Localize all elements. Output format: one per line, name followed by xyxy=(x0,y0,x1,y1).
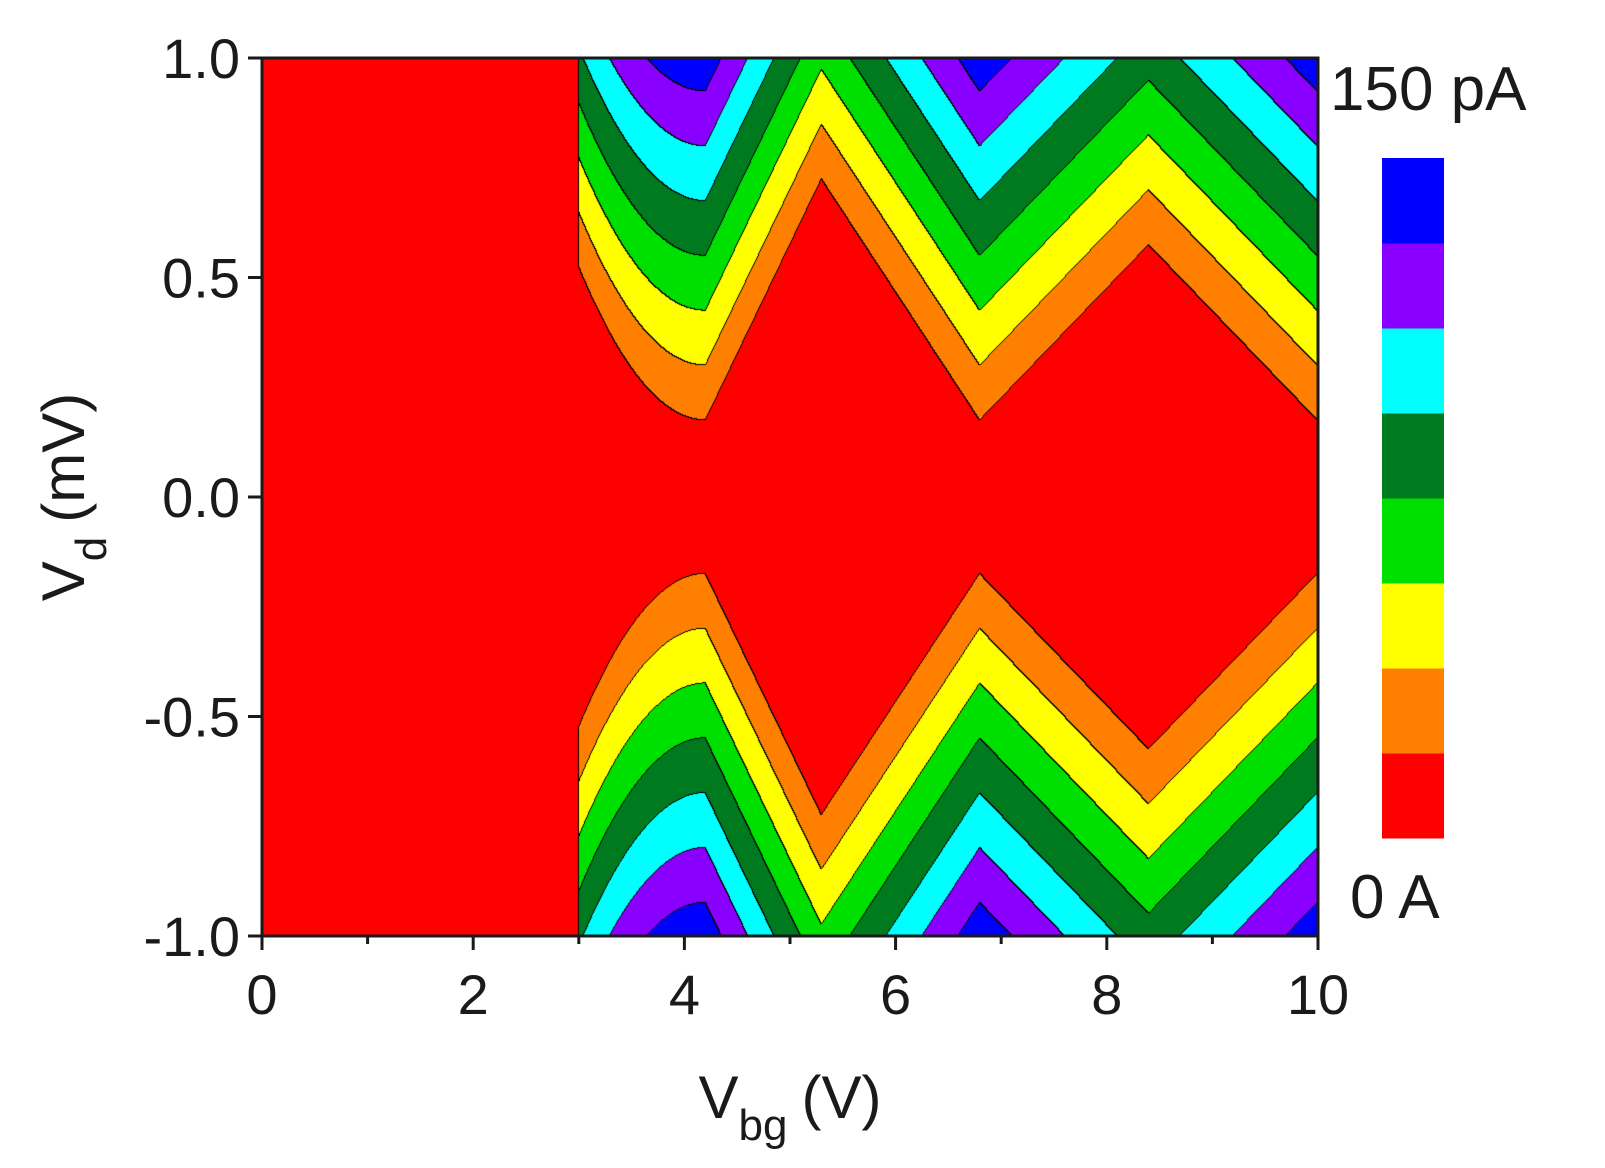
x-tick-label: 6 xyxy=(880,963,911,1026)
y-tick-label: 1.0 xyxy=(162,27,240,90)
x-tick-label: 0 xyxy=(246,963,277,1026)
colorbar-min-label: 0 A xyxy=(1350,863,1440,932)
colorbar-level-6 xyxy=(1382,243,1444,329)
y-axis-ticks: 1.0 0.5 0.0 -0.5 -1.0 xyxy=(144,27,262,968)
x-tick-label: 10 xyxy=(1287,963,1349,1026)
colorbar-level-1 xyxy=(1382,668,1444,754)
colorbar-level-2 xyxy=(1382,583,1444,669)
colorbar-level-0 xyxy=(1382,753,1444,839)
colorbar-level-4 xyxy=(1382,413,1444,499)
y-axis-label: Vd(mV) xyxy=(30,393,116,601)
colorbar-max-label: 150 pA xyxy=(1330,55,1527,124)
y-tick-label: 0.5 xyxy=(162,247,240,310)
colorbar xyxy=(1382,158,1444,839)
colorbar-level-3 xyxy=(1382,498,1444,584)
contour-field xyxy=(262,58,1318,936)
colorbar-level-5 xyxy=(1382,328,1444,414)
x-tick-label: 2 xyxy=(458,963,489,1026)
y-tick-label: -0.5 xyxy=(144,686,241,749)
x-axis-ticks: 0 2 4 6 8 10 xyxy=(246,936,1349,1026)
y-tick-label: 0.0 xyxy=(162,466,240,529)
x-axis-label: Vbg (V) xyxy=(699,1064,882,1150)
y-tick-label: -1.0 xyxy=(144,905,241,968)
contour-image xyxy=(262,58,1318,936)
x-tick-label: 4 xyxy=(669,963,700,1026)
x-tick-label: 8 xyxy=(1091,963,1122,1026)
colorbar-level-7 xyxy=(1382,158,1444,244)
